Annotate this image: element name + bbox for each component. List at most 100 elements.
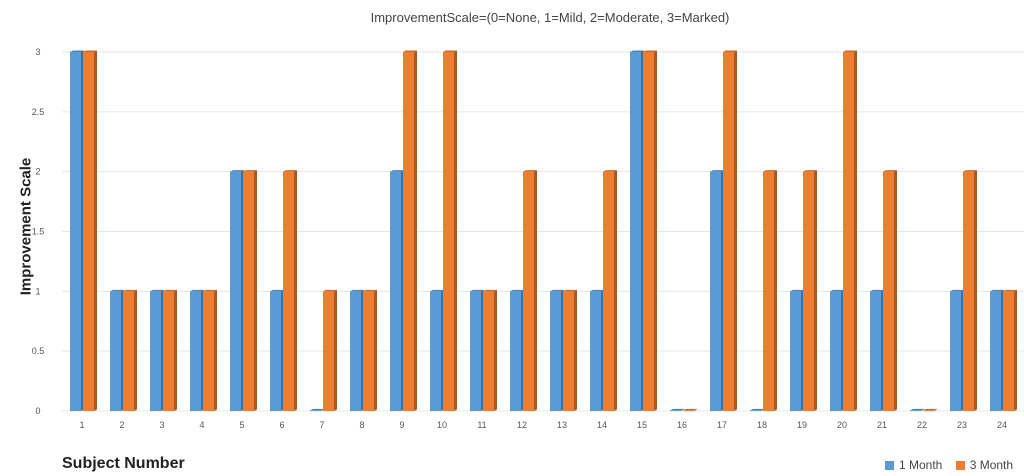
bar-front (630, 52, 641, 411)
x-tick-label: 21 (877, 420, 887, 430)
bar-side (734, 50, 737, 411)
x-tick-label: 24 (997, 420, 1007, 430)
bar-1-month-14 (590, 289, 604, 411)
bar-top (150, 289, 164, 292)
bar-front (683, 410, 694, 411)
bar-front (83, 52, 94, 411)
bar-front (763, 171, 774, 411)
bar-side (134, 289, 137, 411)
bar-front (710, 171, 721, 411)
x-tick-label: 17 (717, 420, 727, 430)
x-tick-label: 4 (199, 420, 204, 430)
bar-3-month-2 (123, 289, 137, 411)
bar-side (854, 50, 857, 411)
y-tick-label: 0 (35, 406, 40, 416)
bar-top (270, 289, 284, 292)
bar-top (990, 289, 1004, 292)
bar-3-month-22 (923, 408, 937, 411)
bar-top (110, 289, 124, 292)
bar-front (203, 291, 214, 411)
bar-1-month-10 (430, 289, 444, 411)
bar-1-month-24 (990, 289, 1004, 411)
bar-top (590, 289, 604, 292)
bar-front (390, 171, 401, 411)
x-tick-label: 5 (239, 420, 244, 430)
bar-1-month-11 (470, 289, 484, 411)
bar-top (563, 289, 577, 292)
bar-top (910, 408, 924, 411)
bar-3-month-16 (683, 408, 697, 411)
y-tick-label: 1 (35, 286, 40, 296)
y-tick-label: 0.5 (32, 346, 45, 356)
bar-front (950, 291, 961, 411)
legend-item-3-month: 3 Month (955, 458, 1013, 472)
legend-label-1-month: 1 Month (899, 458, 943, 472)
bar-top (870, 289, 884, 292)
bar-1-month-17 (710, 170, 724, 411)
bar-1-month-19 (790, 289, 804, 411)
bar-top (830, 289, 844, 292)
bar-front (910, 410, 921, 411)
x-tick-label: 6 (279, 420, 284, 430)
bar-front (723, 52, 734, 411)
bar-front (123, 291, 134, 411)
bar-1-month-20 (830, 289, 844, 411)
bar-top (390, 170, 404, 172)
bar-side (681, 408, 684, 411)
bar-front (550, 291, 561, 411)
bar-top (523, 170, 537, 172)
bar-3-month-24 (1003, 289, 1017, 411)
bar-front (310, 410, 321, 411)
bar-top (963, 170, 977, 172)
bar-front (283, 171, 294, 411)
bar-3-month-15 (643, 50, 657, 411)
x-tick-label: 19 (797, 420, 807, 430)
bar-front (670, 410, 681, 411)
bar-top (243, 170, 257, 172)
bar-1-month-1 (70, 50, 84, 411)
bar-front (350, 291, 361, 411)
bar-top (550, 289, 564, 292)
legend-swatch-1-month (885, 461, 894, 470)
x-tick-label: 1 (79, 420, 84, 430)
y-tick-label: 3 (35, 47, 40, 57)
bar-side (974, 170, 977, 411)
bar-front (110, 291, 121, 411)
x-tick-label: 18 (757, 420, 767, 430)
bar-1-month-21 (870, 289, 884, 411)
bar-front (230, 171, 241, 411)
bar-top (443, 50, 457, 52)
x-tick-label: 9 (399, 420, 404, 430)
bar-3-month-3 (163, 289, 177, 411)
bar-front (990, 291, 1001, 411)
bar-side (174, 289, 177, 411)
bar-3-month-23 (963, 170, 977, 411)
bar-front (403, 52, 414, 411)
bar-front (323, 291, 334, 411)
bar-top (763, 170, 777, 172)
bar-side (94, 50, 97, 411)
bar-3-month-17 (723, 50, 737, 411)
bar-1-month-9 (390, 170, 404, 411)
bar-top (83, 50, 97, 52)
bar-front (483, 291, 494, 411)
bar-1-month-8 (350, 289, 364, 411)
bar-front (150, 291, 161, 411)
bar-1-month-4 (190, 289, 204, 411)
x-tick-label: 12 (517, 420, 527, 430)
bar-side (494, 289, 497, 411)
bar-1-month-6 (270, 289, 284, 411)
bar-side (454, 50, 457, 411)
bar-top (670, 408, 684, 411)
bar-top (683, 408, 697, 411)
bar-side (574, 289, 577, 411)
bar-front (163, 291, 174, 411)
x-tick-label: 7 (319, 420, 324, 430)
bar-top (203, 289, 217, 292)
bar-top (190, 289, 204, 292)
bar-side (921, 408, 924, 411)
bar-1-month-15 (630, 50, 644, 411)
bar-side (654, 50, 657, 411)
x-tick-label: 23 (957, 420, 967, 430)
bar-1-month-16 (670, 408, 684, 411)
